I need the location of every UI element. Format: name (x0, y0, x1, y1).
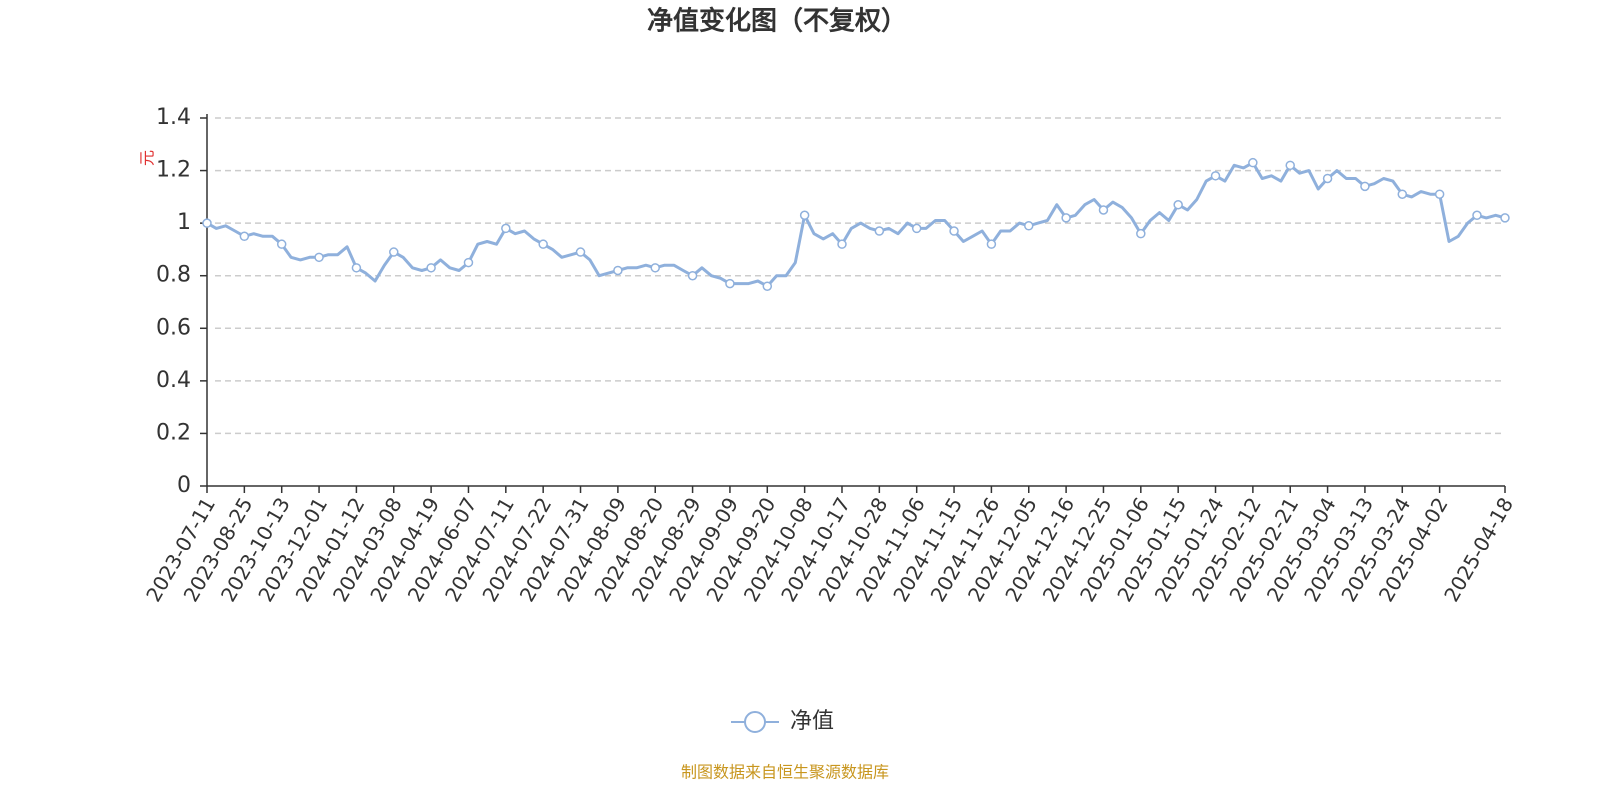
data-point (239, 231, 250, 242)
data-point (1500, 213, 1510, 223)
data-point (874, 226, 885, 236)
y-tick-label: 0 (177, 473, 191, 498)
chart-title: 净值变化图（不复权） (647, 6, 907, 37)
data-point (426, 263, 436, 273)
data-point (202, 218, 212, 228)
data-point (986, 239, 997, 249)
data-point (725, 278, 735, 289)
data-point (463, 257, 474, 268)
data-point (1472, 210, 1482, 221)
source-note: 制图数据来自恒生聚源数据库 (681, 763, 889, 782)
x-tick-label: 2025-04-18 (1439, 493, 1518, 606)
data-point (575, 247, 586, 257)
data-point (501, 223, 511, 234)
data-point (1322, 173, 1333, 184)
data-point (949, 226, 959, 236)
data-point (1248, 157, 1258, 168)
data-point (1210, 171, 1221, 181)
data-point (1061, 213, 1071, 223)
data-point (1098, 205, 1109, 215)
legend-marker (744, 711, 766, 733)
data-point (762, 281, 773, 291)
y-tick-label: 0.2 (156, 420, 191, 445)
data-point (1434, 189, 1445, 199)
data-point (837, 239, 847, 249)
data-point (1360, 181, 1370, 192)
y-tick-label: 0.6 (156, 315, 191, 340)
y-tick-label: 1.4 (156, 105, 191, 130)
y-tick-label: 0.8 (156, 263, 191, 288)
data-point (351, 263, 362, 273)
data-point (314, 252, 324, 263)
y-tick-label: 0.4 (156, 368, 191, 393)
data-point (389, 247, 399, 257)
y-tick-label: 1 (177, 210, 191, 235)
data-point (650, 263, 660, 273)
data-point (911, 223, 922, 234)
data-point (1397, 189, 1408, 199)
data-point (538, 239, 548, 249)
data-point (1173, 199, 1183, 210)
y-tick-label: 1.2 (156, 158, 191, 183)
data-point (1136, 228, 1146, 239)
data-line (206, 161, 1506, 288)
data-point (613, 265, 623, 276)
data-point (1285, 160, 1295, 171)
legend-label: 净值 (790, 709, 834, 734)
data-point (276, 239, 287, 249)
data-point (687, 270, 698, 281)
y-axis-label: 元 (138, 150, 157, 166)
data-point (1024, 221, 1034, 231)
data-point (799, 210, 810, 221)
